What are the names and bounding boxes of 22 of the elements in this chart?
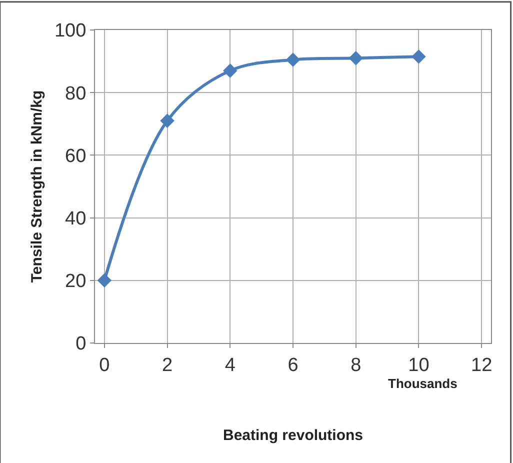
x-tick-label: 10 (408, 354, 430, 376)
point (160, 114, 174, 128)
text: Thousands (388, 376, 458, 391)
y-tick-label: 100 (54, 20, 86, 42)
x-axis-title: Beating revolutions (223, 427, 364, 444)
point (412, 49, 426, 64)
x-tick-label: 6 (288, 354, 298, 376)
point (97, 273, 112, 288)
y-tick-label: 20 (65, 271, 86, 292)
y-tick-label: 60 (65, 146, 86, 167)
y-axis-title: Tensile Strength in kNm/kg (28, 90, 46, 283)
point (286, 52, 300, 67)
point (348, 51, 364, 66)
x-tick-label: 8 (350, 354, 362, 376)
y-tick-label: 0 (76, 334, 86, 355)
x-tick-label: 4 (224, 354, 236, 376)
y-tick-label: 40 (65, 208, 86, 230)
x-tick-label: 2 (162, 354, 173, 376)
x-tick-label: 12 (471, 354, 492, 376)
point (222, 64, 238, 78)
y-tick-label: 80 (65, 83, 86, 104)
x-tick-label: 0 (99, 354, 110, 376)
